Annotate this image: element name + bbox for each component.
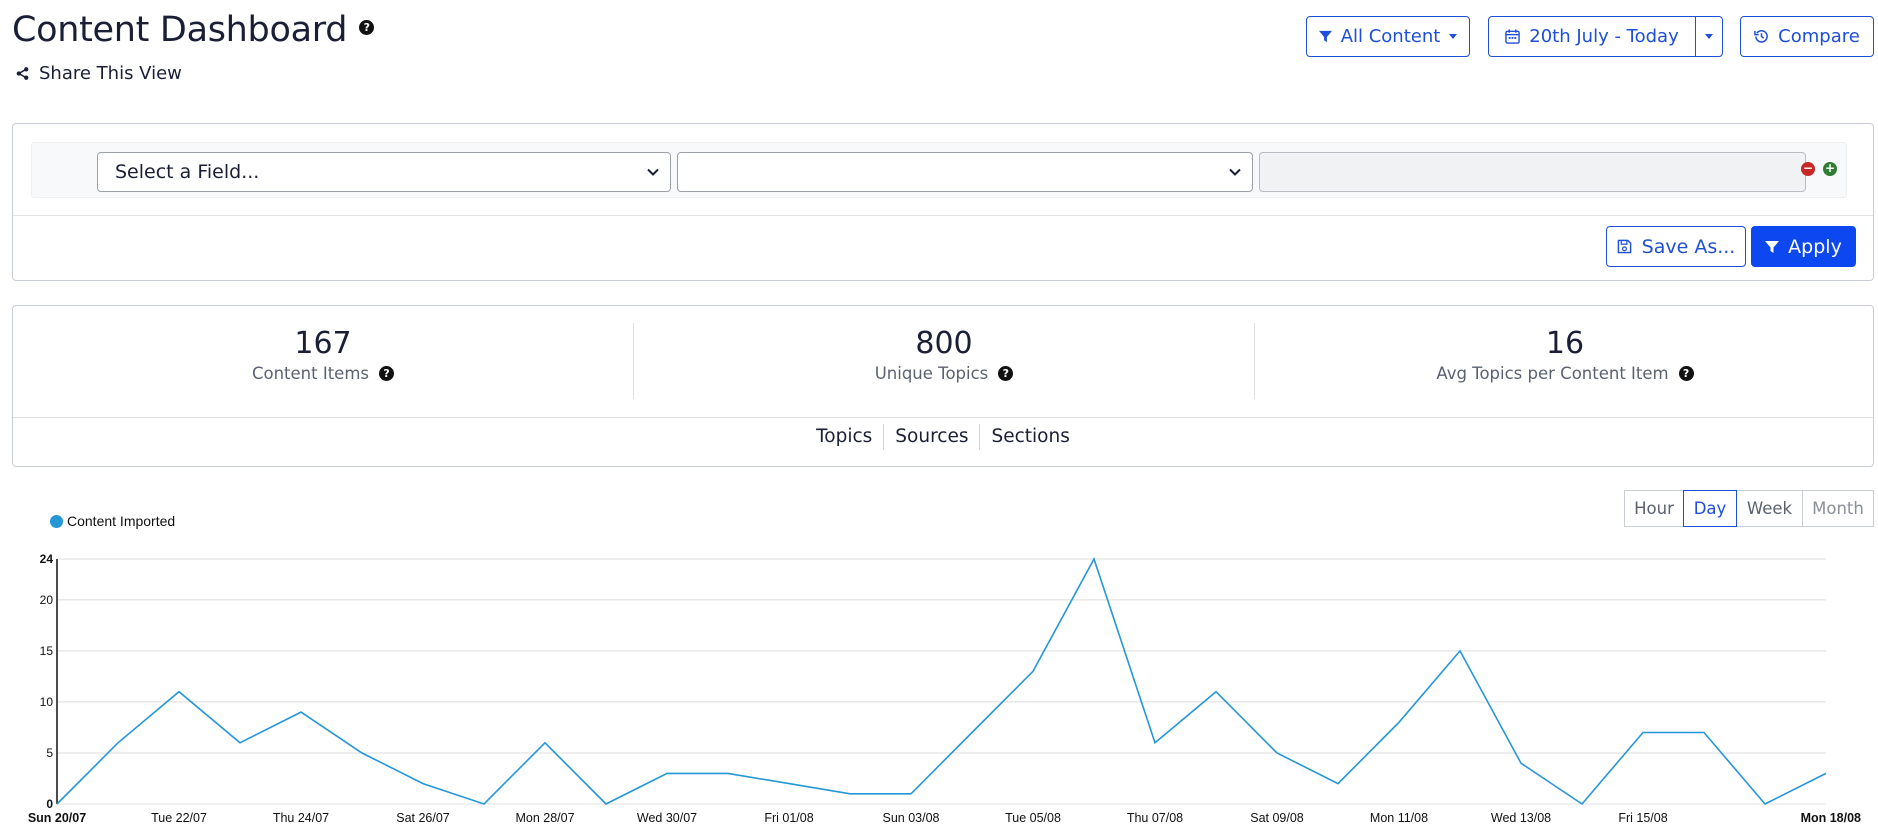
chevron-down-icon [1449, 34, 1458, 39]
stat-divider [633, 323, 634, 399]
all-content-label: All Content [1340, 26, 1441, 47]
filter-icon [1765, 240, 1780, 253]
field-select-value: Select a Field... [115, 161, 260, 183]
remove-filter-icon[interactable]: − [1801, 161, 1815, 176]
y-tick-label: 24 [40, 552, 54, 566]
y-tick-label: 5 [46, 746, 53, 760]
filter-divider [13, 215, 1873, 216]
x-tick-label: Thu 24/07 [273, 811, 329, 825]
save-as-button[interactable]: Save As... [1606, 226, 1746, 267]
calendar-icon [1505, 29, 1521, 44]
series-line-content-imported [56, 556, 1827, 806]
stat-label-row: Content Items ? [13, 364, 633, 383]
content-imported-chart: 0 5 10 15 20 24 Sun 20/07 Tue 22/07 Thu 24/07 Sat… [28, 552, 1861, 825]
stat-value: 167 [294, 326, 352, 361]
question-circle-icon[interactable]: ? [379, 366, 395, 381]
tab-sources[interactable]: Sources [883, 424, 979, 450]
x-tick-label: Thu 07/08 [1127, 811, 1183, 825]
question-circle-icon[interactable]: ? [359, 19, 375, 35]
stats-divider [13, 417, 1873, 418]
question-circle-icon[interactable]: ? [998, 366, 1014, 381]
tab-sections[interactable]: Sections [979, 424, 1080, 450]
x-tick-label: Wed 30/07 [637, 811, 697, 825]
save-as-label: Save As... [1641, 235, 1736, 258]
x-tick-label: Wed 13/08 [1491, 811, 1551, 825]
stat-avg-topics: 16 Avg Topics per Content Item ? [1255, 326, 1875, 383]
x-tick-label: Mon 11/08 [1370, 811, 1428, 825]
filter-icon [1318, 30, 1332, 43]
page-title-text: Content Dashboard [12, 10, 348, 50]
stat-divider [1254, 323, 1255, 399]
stat-unique-topics: 800 Unique Topics ? [634, 326, 1254, 383]
all-content-dropdown[interactable]: All Content [1306, 16, 1470, 57]
apply-button[interactable]: Apply [1751, 226, 1856, 267]
tab-topics[interactable]: Topics [816, 426, 873, 447]
filter-row: Select a Field... [31, 142, 1847, 198]
granularity-week-button[interactable]: Week [1736, 490, 1803, 527]
y-tick-label: 15 [40, 644, 54, 658]
question-circle-icon[interactable]: ? [1678, 366, 1694, 381]
y-tick-label: 20 [40, 593, 54, 607]
y-tick-label: 0 [46, 797, 53, 811]
stat-label: Avg Topics per Content Item [1436, 364, 1669, 383]
granularity-month-button[interactable]: Month [1802, 490, 1874, 527]
y-tick-label: 10 [40, 695, 54, 709]
page-title: Content Dashboard? [12, 10, 375, 50]
x-tick-label: Mon 28/07 [515, 811, 574, 825]
date-range-dropdown-toggle[interactable] [1695, 16, 1723, 57]
stat-value: 800 [915, 326, 973, 361]
granularity-day-button[interactable]: Day [1683, 490, 1737, 527]
floppy-disk-icon [1617, 239, 1631, 254]
granularity-hour-button[interactable]: Hour [1624, 490, 1684, 527]
share-view-link[interactable]: Share This View [16, 63, 182, 84]
apply-label: Apply [1788, 235, 1842, 258]
x-tick-label: Tue 05/08 [1005, 811, 1061, 825]
operator-select[interactable] [677, 152, 1253, 192]
stat-label-row: Avg Topics per Content Item ? [1255, 364, 1875, 383]
filter-value-input[interactable] [1259, 152, 1806, 192]
x-tick-label: Sat 26/07 [396, 811, 450, 825]
filter-panel: Select a Field... − + Save As... Apply [12, 123, 1874, 281]
x-tick-label: Sun 03/08 [883, 811, 940, 825]
compare-button[interactable]: Compare [1740, 16, 1874, 57]
stat-value: 16 [1545, 326, 1585, 361]
chart-legend[interactable]: Content Imported [50, 513, 175, 529]
chevron-down-icon [1229, 168, 1241, 176]
x-tick-label: Tue 22/07 [151, 811, 207, 825]
stat-content-items: 167 Content Items ? [13, 326, 633, 383]
x-tick-label: Mon 18/08 [1801, 811, 1861, 825]
compare-label: Compare [1778, 26, 1860, 47]
stat-label-row: Unique Topics ? [634, 364, 1254, 383]
stat-label: Content Items [251, 364, 370, 383]
x-tick-label: Sun 20/07 [28, 811, 86, 825]
stats-panel: 167 Content Items ? 800 Unique Topics ? … [12, 305, 1874, 467]
history-icon [1754, 29, 1769, 43]
x-tick-label: Fri 15/08 [1618, 811, 1667, 825]
share-view-label: Share This View [39, 63, 182, 84]
view-tabs: Topics Sources Sections [13, 424, 1873, 450]
chevron-down-icon [1705, 34, 1713, 39]
x-tick-label: Fri 01/08 [764, 811, 813, 825]
legend-dot [50, 514, 63, 528]
add-filter-icon[interactable]: + [1823, 161, 1837, 176]
chevron-down-icon [647, 168, 659, 176]
granularity-toggle: Hour Day Week Month [1624, 490, 1874, 527]
share-icon [16, 67, 29, 80]
stat-label: Unique Topics [874, 364, 989, 383]
date-range-label: 20th July - Today [1529, 26, 1679, 47]
field-select[interactable]: Select a Field... [97, 152, 671, 192]
x-tick-label: Sat 09/08 [1250, 811, 1304, 825]
legend-label: Content Imported [67, 513, 176, 529]
date-range-button[interactable]: 20th July - Today [1488, 16, 1696, 57]
